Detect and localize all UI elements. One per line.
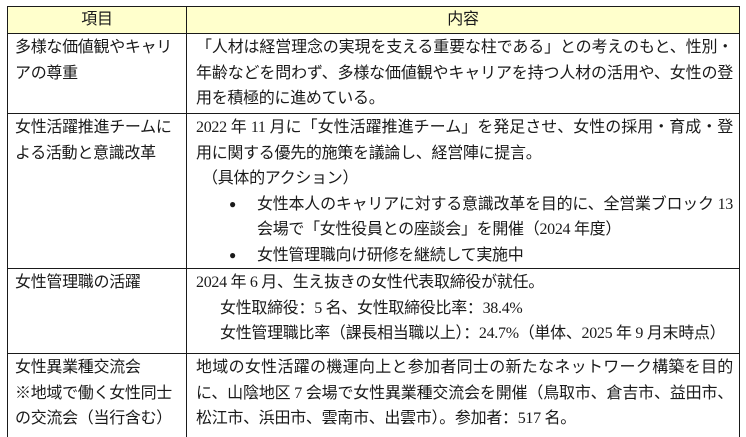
content-paragraph: 「人材は経営理念の実現を支える重要な柱である」との考えのもと、性別・年齢などを問… xyxy=(196,39,733,107)
item-cell: 女性活躍推進チームによる活動と意識改革 xyxy=(7,113,187,269)
bullet-icon: ● xyxy=(229,247,236,262)
item-cell: 多様な価値観やキャリアの尊重 xyxy=(7,33,187,114)
bullet-item: ● 女性本人のキャリアに対する意識改革を目的に、全営業ブロック 13 会場で「女… xyxy=(196,192,733,243)
header-row: 項目 内容 xyxy=(7,6,740,34)
item-cell: 女性管理職の活躍 xyxy=(7,268,187,354)
col-header-item: 項目 xyxy=(7,6,187,34)
feature-table: 項目 内容 多様な価値観やキャリアの尊重 「人材は経営理念の実現を支える重要な柱… xyxy=(7,6,740,437)
content-paragraph: 2024 年 6 月、生え抜きの女性代表取締役が就任。 xyxy=(196,274,544,291)
content-cell: 「人材は経営理念の実現を支える重要な柱である」との考えのもと、性別・年齢などを問… xyxy=(186,33,740,114)
content-cell: 地域の女性活躍の機運向上と参加者同士の新たなネットワーク構築を目的に、山陰地区 … xyxy=(186,353,740,437)
content-cell: 2024 年 6 月、生え抜きの女性代表取締役が就任。 女性取締役：5 名、女性… xyxy=(186,268,740,354)
item-note: ※地域で働く女性同士の交流会（当行含む） xyxy=(15,384,173,428)
content-cell: 2022 年 11 月に「女性活躍推進チーム」を発足させ、女性の採用・育成・登用… xyxy=(186,113,740,269)
item-title: 女性異業種交流会 xyxy=(15,359,141,376)
bullet-item: ● 女性管理職向け研修を継続して実施中 xyxy=(196,243,733,269)
content-subheading: （具体的アクション） xyxy=(202,170,359,187)
item-cell: 女性異業種交流会 ※地域で働く女性同士の交流会（当行含む） xyxy=(7,353,187,437)
bullet-text: 女性管理職向け研修を継続して実施中 xyxy=(257,246,524,264)
col-header-content: 内容 xyxy=(186,6,740,34)
content-indented-line: 女性管理職比率（課長相当職以上）：24.7%（単体、2025 年 9 月末時点） xyxy=(220,325,726,342)
table-row-promotion-team: 女性活躍推進チームによる活動と意識改革 2022 年 11 月に「女性活躍推進チ… xyxy=(7,113,740,269)
content-indented-line: 女性取締役：5 名、女性取締役比率：38.4% xyxy=(220,299,523,317)
bullet-icon: ● xyxy=(229,196,236,211)
bullet-text: 女性本人のキャリアに対する意識改革を目的に、全営業ブロック 13 会場で「女性役… xyxy=(257,195,733,239)
table-row-networking-event: 女性異業種交流会 ※地域で働く女性同士の交流会（当行含む） 地域の女性活躍の機運… xyxy=(7,353,740,437)
table-row-female-managers: 女性管理職の活躍 2024 年 6 月、生え抜きの女性代表取締役が就任。 女性取… xyxy=(7,268,740,354)
table-row-diversity: 多様な価値観やキャリアの尊重 「人材は経営理念の実現を支える重要な柱である」との… xyxy=(7,33,740,114)
content-paragraph: 地域の女性活躍の機運向上と参加者同士の新たなネットワーク構築を目的に、山陰地区 … xyxy=(196,359,733,427)
content-paragraph: 2022 年 11 月に「女性活躍推進チーム」を発足させ、女性の採用・育成・登用… xyxy=(196,119,733,162)
